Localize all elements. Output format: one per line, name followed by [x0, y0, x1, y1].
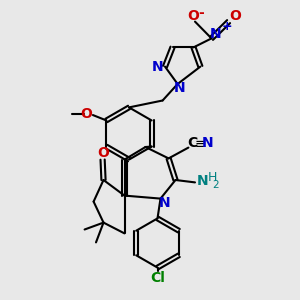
- Text: N: N: [174, 82, 185, 95]
- Text: O: O: [80, 106, 92, 121]
- Text: +: +: [222, 20, 232, 34]
- Text: -: -: [199, 6, 205, 20]
- Text: ≡: ≡: [195, 137, 206, 151]
- Text: C: C: [187, 136, 197, 150]
- Text: N: N: [159, 196, 171, 210]
- Text: Cl: Cl: [150, 271, 165, 285]
- Text: N: N: [210, 27, 222, 41]
- Text: O: O: [229, 9, 241, 23]
- Text: 2: 2: [212, 180, 219, 190]
- Text: N: N: [152, 60, 164, 74]
- Text: O: O: [97, 146, 109, 160]
- Text: O: O: [188, 9, 200, 23]
- Text: N: N: [197, 174, 208, 188]
- Text: H: H: [208, 171, 217, 184]
- Text: N: N: [202, 136, 214, 150]
